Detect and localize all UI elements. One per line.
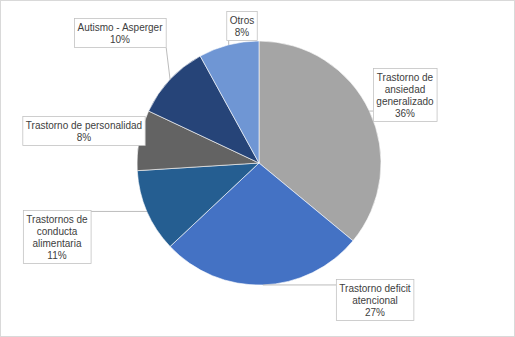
leader-line <box>166 48 170 80</box>
category-line: Trastorno deficit <box>339 283 411 294</box>
value-label: 36% <box>395 108 415 119</box>
category-label: Trastorno deficitatencional <box>339 283 411 306</box>
slice <box>200 41 259 163</box>
data-label: Trastorno deansiedadgeneralizado36% <box>369 69 437 122</box>
value-label: 8% <box>235 27 250 38</box>
data-label: Otros8% <box>227 12 257 45</box>
category-line: conducta <box>37 226 78 237</box>
leader-line <box>228 41 229 45</box>
slice <box>137 163 259 247</box>
label-box <box>227 12 257 41</box>
value-label: 27% <box>365 307 385 318</box>
label-box <box>23 117 145 146</box>
chart: Trastorno deansiedadgeneralizado36%Trast… <box>0 0 515 337</box>
value-label: 8% <box>77 132 92 143</box>
label-box <box>373 69 437 122</box>
category-label: Otros <box>230 15 254 26</box>
leader-line <box>263 284 337 285</box>
category-line: alimentaria <box>33 238 82 249</box>
category-label: Autismo - Asperger <box>77 22 163 33</box>
leader-line <box>369 111 373 112</box>
category-line: ansiedad <box>385 84 426 95</box>
category-line: atencional <box>352 295 398 306</box>
category-line: Otros <box>230 15 254 26</box>
category-line: Trastorno de personalidad <box>26 120 142 131</box>
value-label: 11% <box>47 250 66 261</box>
pie <box>137 41 381 285</box>
category-line: Trastorno de <box>377 72 434 83</box>
category-label: Trastornos deconductaalimentaria <box>26 214 88 249</box>
category-line: generalizado <box>376 96 434 107</box>
category-line: Autismo - Asperger <box>77 22 163 33</box>
value-label: 10% <box>110 34 130 45</box>
chart-frame <box>1 1 515 337</box>
leader-line <box>91 211 147 212</box>
data-label: Autismo - Asperger10% <box>74 19 170 80</box>
category-label: Trastorno deansiedadgeneralizado <box>376 72 434 107</box>
data-label: Trastornos deconductaalimentaria11% <box>23 211 147 264</box>
slices <box>137 41 381 285</box>
data-labels: Trastorno deansiedadgeneralizado36%Trast… <box>23 12 437 321</box>
category-label: Trastorno de personalidad <box>26 120 142 131</box>
data-label: Trastorno de personalidad8% <box>23 117 145 146</box>
label-box <box>336 280 414 321</box>
category-line: Trastornos de <box>26 214 88 225</box>
label-box <box>74 19 166 48</box>
label-box <box>23 211 91 264</box>
data-label: Trastorno deficitatencional27% <box>263 280 414 321</box>
